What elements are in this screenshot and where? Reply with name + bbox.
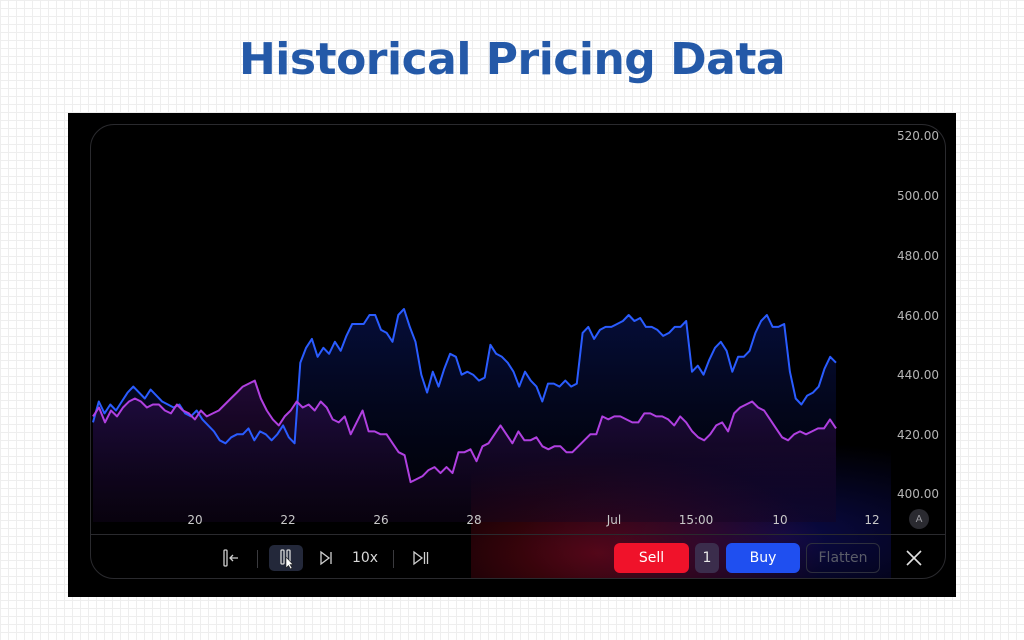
playback-speed[interactable]: 10x xyxy=(351,550,379,566)
auto-scale-button[interactable]: A xyxy=(909,509,929,529)
x-tick: 15:00 xyxy=(678,513,714,527)
sell-button[interactable]: Sell xyxy=(614,543,689,573)
replay-toolbar: 10x Sell 1 Buy Flatten xyxy=(91,535,945,578)
x-tick: 20 xyxy=(187,513,203,527)
quantity-field[interactable]: 1 xyxy=(695,543,719,573)
x-tick: 22 xyxy=(280,513,296,527)
page-title: Historical Pricing Data xyxy=(238,34,786,85)
purple-series-line xyxy=(92,379,837,484)
blue-series-line xyxy=(92,308,837,445)
chart-panel: 520.00 500.00 480.00 460.00 440.00 420.0… xyxy=(90,124,946,579)
price-chart[interactable] xyxy=(91,125,946,535)
chart-frame: 520.00 500.00 480.00 460.00 440.00 420.0… xyxy=(68,113,956,597)
y-tick-460: 460.00 xyxy=(897,309,939,323)
toolbar-divider xyxy=(91,534,945,535)
jump-to-start-icon[interactable] xyxy=(219,545,243,571)
y-tick-500: 500.00 xyxy=(897,189,939,203)
y-tick-440: 440.00 xyxy=(897,368,939,382)
x-tick: Jul xyxy=(606,513,622,527)
x-tick: 26 xyxy=(373,513,389,527)
purple-series-area xyxy=(93,380,836,522)
y-tick-480: 480.00 xyxy=(897,249,939,263)
close-icon[interactable] xyxy=(903,547,925,569)
x-tick: 10 xyxy=(772,513,788,527)
skip-to-end-icon[interactable] xyxy=(409,545,433,571)
buy-button[interactable]: Buy xyxy=(726,543,800,573)
pause-button[interactable] xyxy=(269,545,303,571)
step-forward-icon[interactable] xyxy=(315,545,337,571)
y-tick-520: 520.00 xyxy=(897,129,939,143)
x-tick: 12 xyxy=(864,513,880,527)
toolbar-separator xyxy=(257,550,258,568)
y-tick-420: 420.00 xyxy=(897,428,939,442)
x-tick: 28 xyxy=(466,513,482,527)
toolbar-separator xyxy=(393,550,394,568)
y-tick-400: 400.00 xyxy=(897,487,939,501)
flatten-button[interactable]: Flatten xyxy=(806,543,880,573)
